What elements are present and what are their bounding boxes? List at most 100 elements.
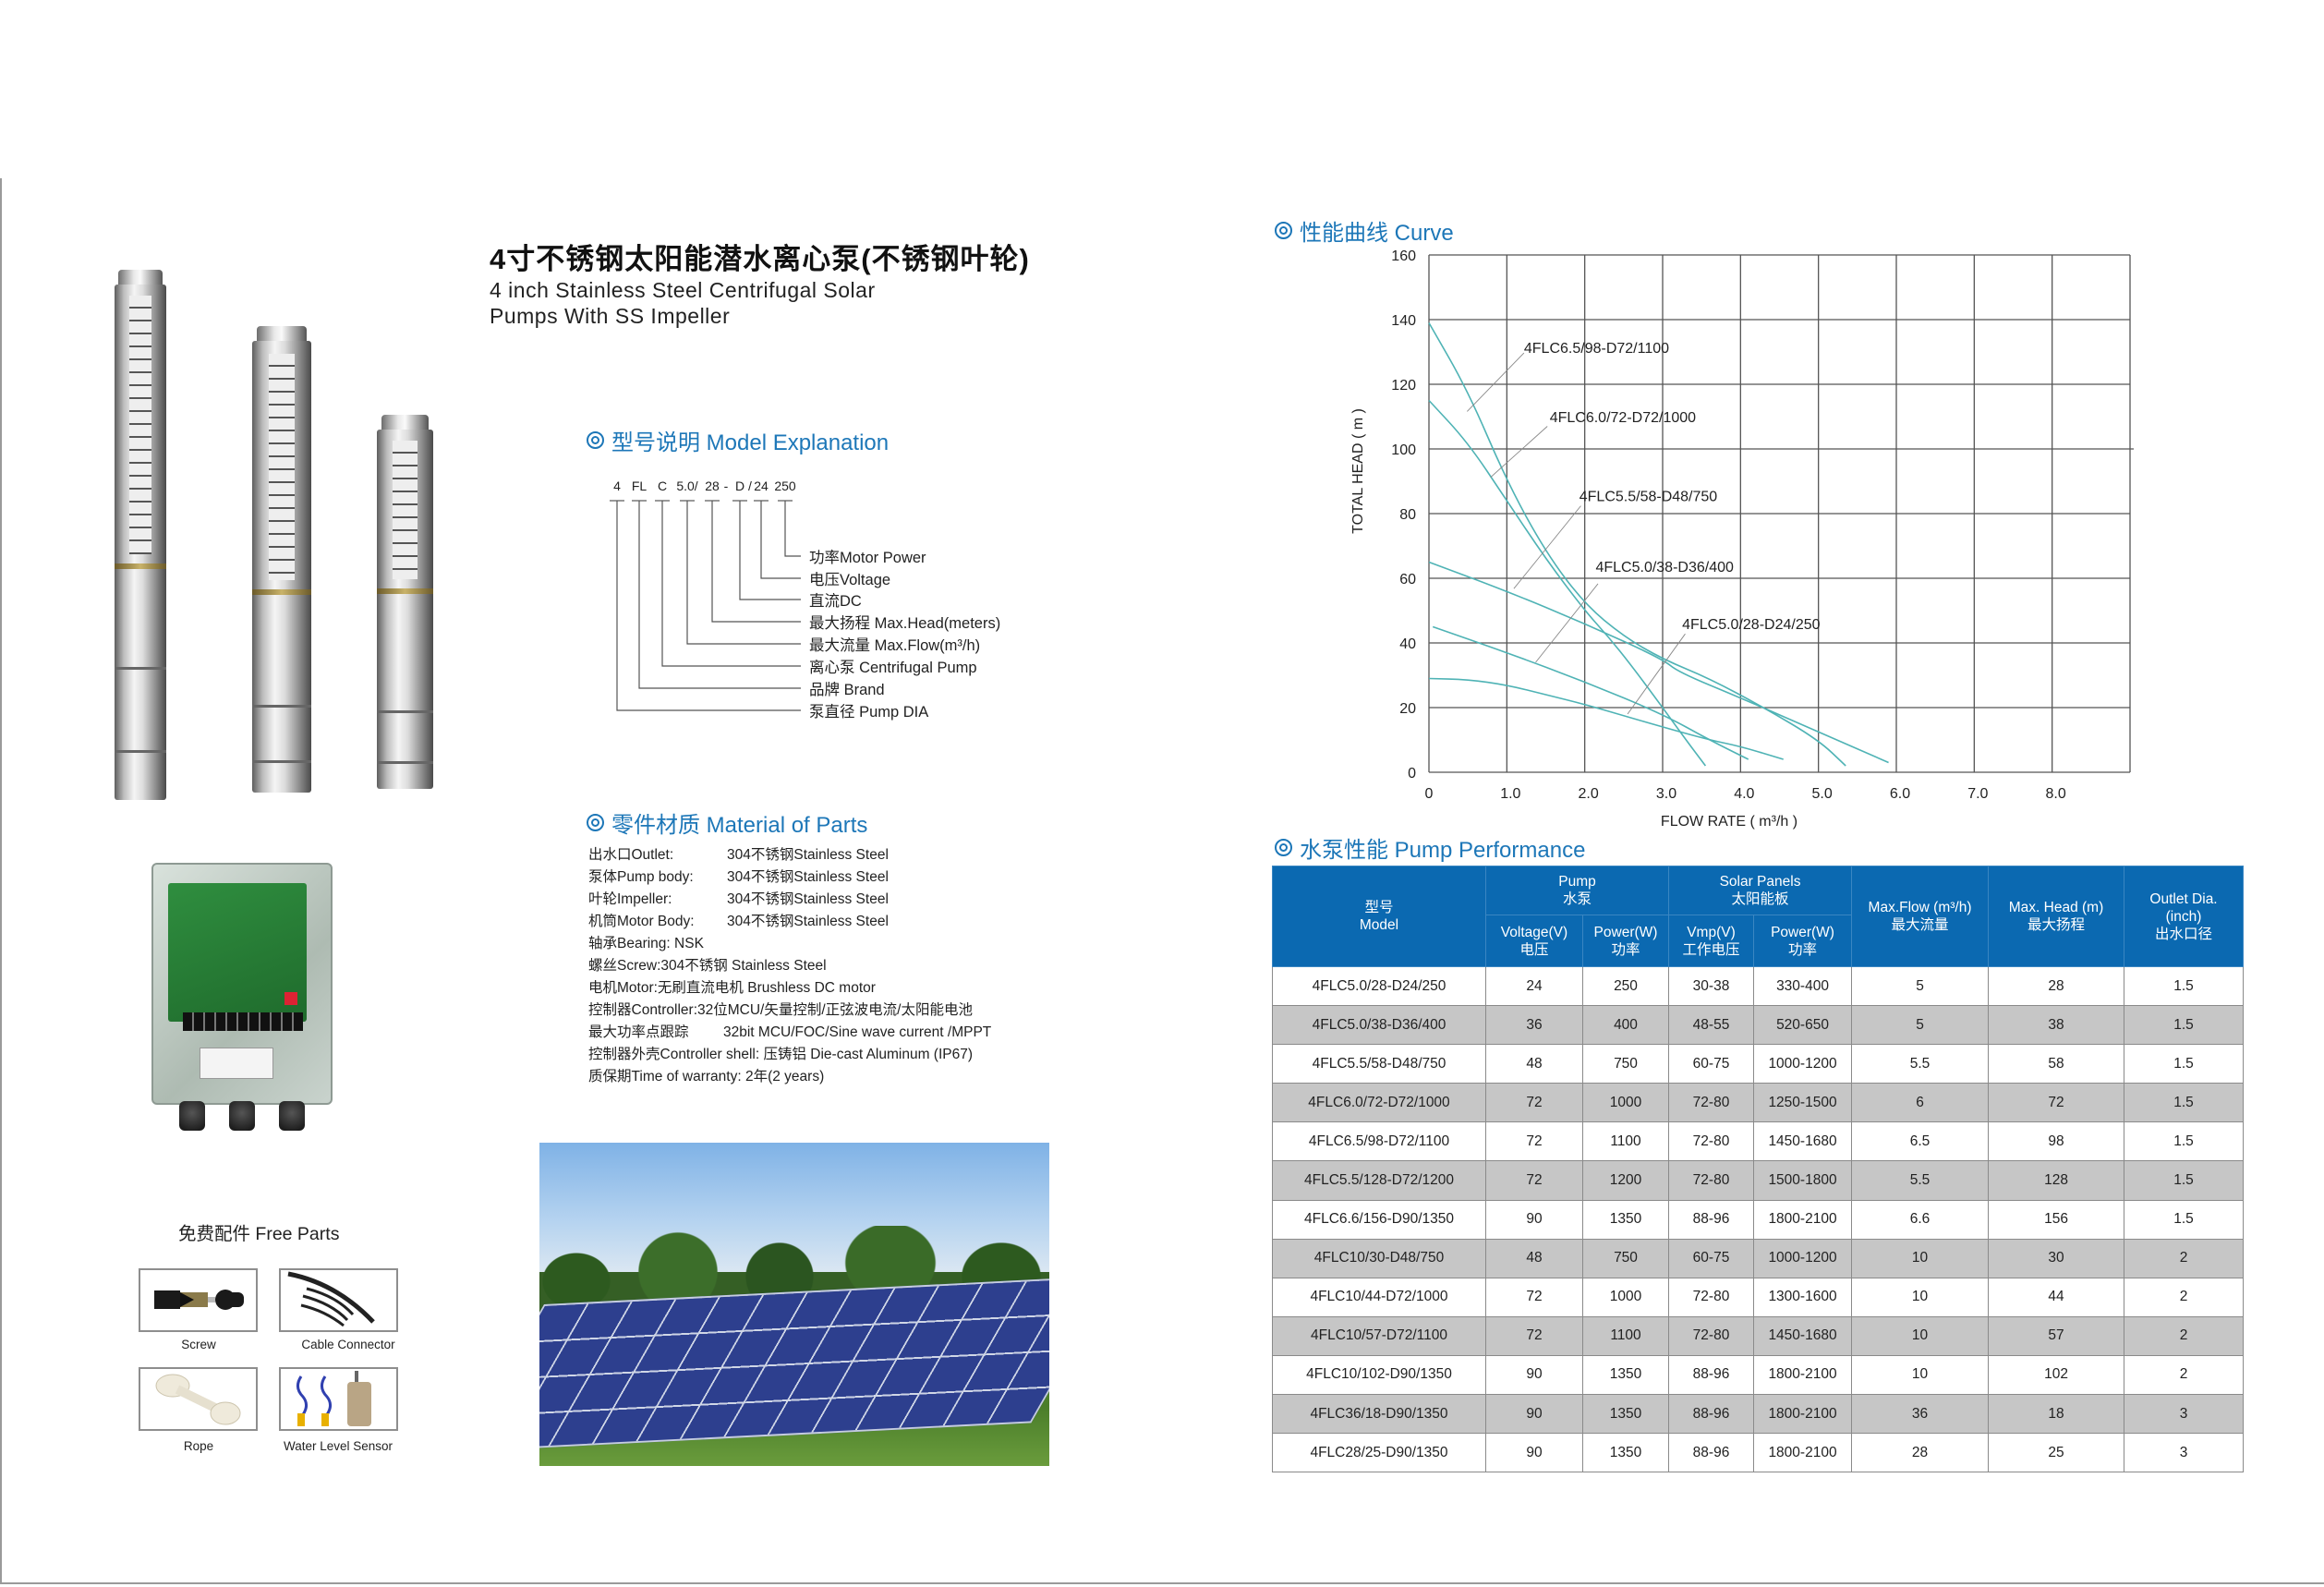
code-connector-line bbox=[711, 501, 801, 623]
table-cell: 1250-1500 bbox=[1752, 1083, 1853, 1123]
table-row: 4FLC5.0/28-D24/250 24 250 30-38 330-400 5 28 1.… bbox=[1272, 965, 2245, 1007]
table-cell: 4FLC10/102-D90/1350 bbox=[1272, 1354, 1486, 1396]
code-connector-line bbox=[784, 501, 801, 557]
table-cell: 1350 bbox=[1582, 1433, 1669, 1473]
code-connector-line bbox=[661, 501, 801, 667]
col-header-solar: Solar Panels 太阳能板 bbox=[1667, 866, 1853, 915]
material-row: 出水口Outlet: 304不锈钢Stainless Steel bbox=[588, 844, 973, 866]
col-header-vmp: Vmp(V) 工作电压 bbox=[1668, 915, 1754, 967]
table-cell: 4FLC10/30-D48/750 bbox=[1272, 1238, 1486, 1278]
code-connector-line bbox=[616, 501, 801, 711]
free-part-label-sensor: Water Level Sensor bbox=[283, 1439, 393, 1453]
material-label: 电机Motor:无刷直流电机 Brushless DC motor bbox=[588, 980, 876, 996]
model-code-token: 24 bbox=[754, 479, 769, 493]
table-cell: 1100 bbox=[1582, 1315, 1669, 1356]
table-cell: 60-75 bbox=[1668, 1044, 1754, 1084]
table-row: 4FLC5.5/58-D48/750 48 750 60-75 1000-1200 5.5… bbox=[1272, 1044, 2245, 1084]
table-cell: 72 bbox=[1485, 1121, 1583, 1162]
pump-image-medium bbox=[252, 326, 311, 793]
table-cell: 72 bbox=[1485, 1277, 1583, 1317]
table-cell: 4FLC6.5/98-D72/1100 bbox=[1272, 1121, 1486, 1162]
y-tick-label: 120 bbox=[1391, 378, 1416, 394]
table-cell: 5 bbox=[1851, 1005, 1990, 1046]
table-cell: 4FLC28/25-D90/1350 bbox=[1272, 1433, 1486, 1473]
col-header-outlet: Outlet Dia. (inch) 出水口径 bbox=[2124, 866, 2245, 967]
material-label: 质保期Time of warranty: 2年(2 years) bbox=[588, 1069, 825, 1084]
table-cell: 72-80 bbox=[1668, 1083, 1754, 1123]
bullet-circle-icon bbox=[1275, 839, 1292, 856]
y-tick-label: 140 bbox=[1391, 313, 1416, 329]
material-label: 泵体Pump body: bbox=[588, 869, 694, 885]
code-connector-line bbox=[760, 501, 801, 579]
x-tick-label: 8.0 bbox=[2046, 786, 2066, 802]
bullet-circle-icon bbox=[1275, 222, 1292, 239]
table-cell: 18 bbox=[1988, 1394, 2125, 1435]
table-cell: 98 bbox=[1988, 1121, 2125, 1162]
table-row: 4FLC10/57-D72/1100 72 1100 72-80 1450-1680 10… bbox=[1272, 1315, 2245, 1356]
table-cell: 1800-2100 bbox=[1752, 1394, 1853, 1435]
table-cell: 4FLC5.5/58-D48/750 bbox=[1272, 1044, 1486, 1084]
table-cell: 1000-1200 bbox=[1752, 1238, 1853, 1278]
table-cell: 58 bbox=[1988, 1044, 2125, 1084]
table-cell: 1000 bbox=[1582, 1083, 1669, 1123]
table-cell: 72-80 bbox=[1668, 1277, 1754, 1317]
table-cell: 72-80 bbox=[1668, 1315, 1754, 1356]
table-row: 4FLC28/25-D90/1350 90 1350 88-96 1800-2100 28… bbox=[1272, 1433, 2245, 1473]
table-cell: 4FLC5.0/38-D36/400 bbox=[1272, 1005, 1486, 1046]
bullet-circle-icon bbox=[587, 431, 604, 449]
y-tick-label: 40 bbox=[1399, 636, 1416, 652]
material-value: 304不锈钢Stainless Steel bbox=[727, 847, 889, 863]
table-cell: 38 bbox=[1988, 1005, 2125, 1046]
model-code-token: D bbox=[734, 479, 745, 493]
col-header-pump-power: Power(W) 功率 bbox=[1582, 915, 1669, 967]
col-header-max-head: Max. Head (m) 最大扬程 bbox=[1988, 866, 2125, 967]
table-cell: 4FLC6.0/72-D72/1000 bbox=[1272, 1083, 1486, 1123]
free-parts-title: 免费配件 Free Parts bbox=[178, 1224, 340, 1244]
table-cell: 28 bbox=[1851, 1433, 1990, 1473]
table-cell: 6 bbox=[1851, 1083, 1990, 1123]
material-row: 控制器Controller:32位MCU/矢量控制/正弦波电流/太阳能电池 bbox=[588, 999, 973, 1022]
material-row: 螺丝Screw:304不锈钢 Stainless Steel bbox=[588, 955, 973, 977]
y-tick-label: 0 bbox=[1408, 766, 1416, 781]
table-cell: 90 bbox=[1485, 1354, 1583, 1396]
table-cell: 1.5 bbox=[2124, 1083, 2245, 1123]
table-cell: 1000-1200 bbox=[1752, 1044, 1853, 1084]
cable-icon bbox=[287, 1271, 375, 1327]
series-line bbox=[1428, 399, 1707, 767]
pump-image-small bbox=[377, 415, 433, 789]
curve-title: 性能曲线 Curve bbox=[1300, 221, 1454, 246]
table-cell: 5 bbox=[1851, 965, 1990, 1007]
title-en-line2: Pumps With SS Impeller bbox=[490, 304, 731, 328]
free-part-label-cable: Cable Connector bbox=[301, 1338, 395, 1351]
table-cell: 36 bbox=[1485, 1005, 1583, 1046]
table-cell: 1.5 bbox=[2124, 965, 2245, 1007]
sensor-icon bbox=[297, 1371, 371, 1426]
material-row: 机筒Motor Body: 304不锈钢Stainless Steel bbox=[588, 911, 973, 933]
code-connector-line bbox=[739, 501, 801, 600]
series-label: 4FLC6.5/98-D72/1100 bbox=[1524, 341, 1669, 357]
table-cell: 1800-2100 bbox=[1752, 1199, 1853, 1240]
table-cell: 1800-2100 bbox=[1752, 1354, 1853, 1396]
model-code-label: 最大流量 Max.Flow(m³/h) bbox=[809, 637, 981, 654]
col-header-max-flow: Max.Flow (m³/h) 最大流量 bbox=[1851, 866, 1990, 967]
table-cell: 24 bbox=[1485, 965, 1583, 1007]
x-tick-label: 2.0 bbox=[1579, 786, 1599, 802]
table-cell: 1500-1800 bbox=[1752, 1160, 1853, 1201]
y-tick-label: 100 bbox=[1391, 442, 1416, 458]
table-cell: 2 bbox=[2124, 1354, 2245, 1396]
table-cell: 1.5 bbox=[2124, 1160, 2245, 1201]
screw-icon bbox=[154, 1290, 244, 1310]
table-cell: 156 bbox=[1988, 1199, 2125, 1240]
table-cell: 10 bbox=[1851, 1354, 1990, 1396]
rope-image bbox=[139, 1367, 258, 1431]
table-cell: 25 bbox=[1988, 1433, 2125, 1473]
model-code-token: 250 bbox=[774, 479, 796, 493]
table-cell: 10 bbox=[1851, 1277, 1990, 1317]
bullet-circle-icon bbox=[587, 814, 604, 831]
table-cell: 3 bbox=[2124, 1433, 2245, 1473]
table-cell: 1.5 bbox=[2124, 1121, 2245, 1162]
performance-curve-chart: 0 20 40 60 80 100 120 140 160 0 1.0 2.0 3.0 4.0 5.0 6.0… bbox=[1350, 248, 2134, 830]
pump-image-large bbox=[115, 270, 166, 800]
performance-title: 水泵性能 Pump Performance bbox=[1300, 838, 1586, 863]
series-label: 4FLC5.5/58-D48/750 bbox=[1580, 490, 1718, 505]
